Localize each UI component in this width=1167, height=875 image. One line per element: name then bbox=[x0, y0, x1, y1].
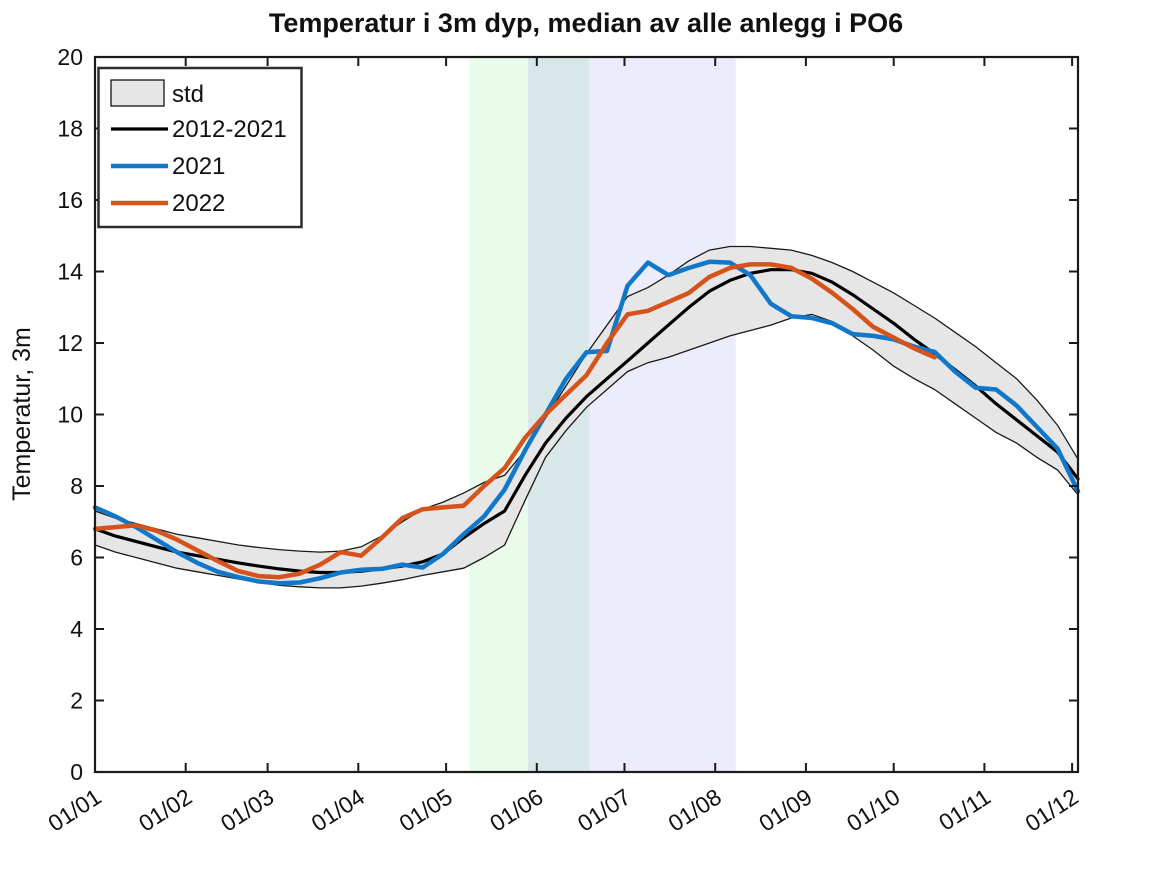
chart-title: Temperatur i 3m dyp, median av alle anle… bbox=[269, 8, 903, 38]
y-axis-label: Temperatur, 3m bbox=[8, 327, 36, 501]
x-tick-label: 01/06 bbox=[485, 783, 547, 836]
y-tick-label: 10 bbox=[57, 402, 83, 428]
y-tick-label: 0 bbox=[70, 759, 83, 785]
y-tick-label: 8 bbox=[70, 473, 83, 499]
legend-item-2022: 2022 bbox=[111, 190, 225, 217]
legend-item-label: std bbox=[172, 81, 204, 108]
y-tick-label: 6 bbox=[70, 545, 83, 571]
x-tick-label: 01/02 bbox=[134, 783, 196, 836]
series-lines bbox=[92, 259, 1081, 586]
x-tick-label: 01/09 bbox=[754, 783, 816, 836]
x-tick-label: 01/05 bbox=[394, 783, 456, 836]
y-tick-label: 4 bbox=[70, 616, 83, 642]
y-tick-label: 16 bbox=[57, 187, 83, 213]
legend: std 2012-2021 2021 2022 bbox=[97, 66, 303, 229]
x-tick-label: 01/03 bbox=[216, 783, 278, 836]
y-tick-label: 12 bbox=[57, 330, 83, 356]
legend-item-label: 2012-2021 bbox=[172, 116, 287, 143]
x-tick-label: 01/11 bbox=[934, 783, 995, 835]
legend-item-label: 2022 bbox=[172, 190, 225, 217]
y-tick-label: 20 bbox=[57, 44, 83, 70]
x-tick-label: 01/01 bbox=[43, 783, 105, 836]
x-tick-label: 01/08 bbox=[663, 783, 725, 836]
x-tick-label: 01/12 bbox=[1020, 783, 1082, 836]
y-tick-label: 2 bbox=[70, 688, 83, 714]
series-line-2012-2021 bbox=[93, 268, 1080, 575]
std-swatch bbox=[110, 79, 165, 107]
y-tick-label: 18 bbox=[57, 116, 83, 142]
y-axis: 0 2 4 6 8 10 12 14 16 18 20 bbox=[57, 44, 1078, 785]
x-tick-label: 01/10 bbox=[842, 783, 904, 836]
series-line-2022 bbox=[92, 262, 937, 580]
highlight-bands bbox=[469, 57, 736, 772]
legend-item-std: std bbox=[110, 79, 204, 108]
y-tick-label: 14 bbox=[57, 259, 83, 285]
x-tick-label: 01/07 bbox=[573, 783, 635, 836]
legend-item-2012-2021: 2012-2021 bbox=[111, 116, 287, 143]
x-tick-label: 01/04 bbox=[307, 783, 370, 836]
legend-item-2021: 2021 bbox=[111, 153, 225, 180]
legend-item-label: 2021 bbox=[172, 153, 225, 180]
